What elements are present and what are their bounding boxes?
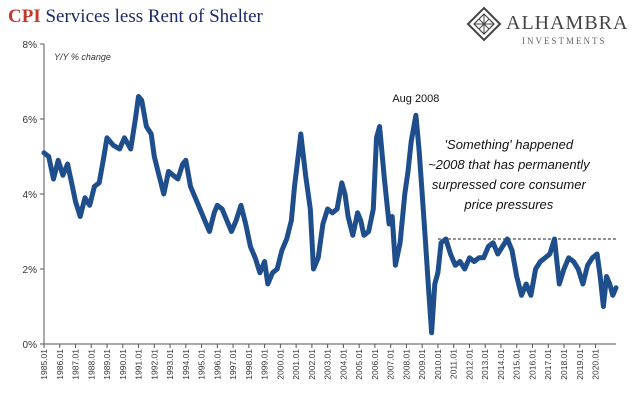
annotation-text-line: ~2008 that has permanently bbox=[428, 157, 591, 172]
x-tick-label: 1986.01 bbox=[55, 349, 65, 380]
x-tick-label: 2003.01 bbox=[323, 349, 333, 380]
axes-layer: 0% 2% 4% 6% 8% Y/Y % change 1985.01 1986.01 1987… bbox=[23, 40, 616, 380]
x-tick-label: 2009.01 bbox=[417, 349, 427, 380]
x-tick-label: 1990.01 bbox=[118, 349, 128, 380]
x-tick-label: 1993.01 bbox=[165, 349, 175, 380]
x-tick-label: 1996.01 bbox=[212, 349, 222, 380]
x-tick-label: 2020.01 bbox=[591, 349, 601, 380]
y-tick-label: 8% bbox=[23, 40, 38, 51]
x-tick-label: 2007.01 bbox=[386, 349, 396, 380]
y-tick-label: 6% bbox=[23, 115, 38, 126]
x-tick-label: 2012.01 bbox=[464, 349, 474, 380]
x-tick-label: 2004.01 bbox=[338, 349, 348, 380]
chart-title-suffix: Services less Rent of Shelter bbox=[45, 6, 263, 27]
x-tick-label: 1999.01 bbox=[260, 349, 270, 380]
x-tick-label: 1997.01 bbox=[228, 349, 238, 380]
annotation-text-line: surpressed core consumer bbox=[432, 177, 587, 192]
x-tick-label: 2016.01 bbox=[527, 349, 537, 380]
x-tick-label: 1998.01 bbox=[244, 349, 254, 380]
x-tick-label: 2018.01 bbox=[559, 349, 569, 380]
series-line bbox=[41, 94, 619, 336]
x-tick-label: 1989.01 bbox=[102, 349, 112, 380]
x-tick-label: 1985.01 bbox=[39, 349, 49, 380]
x-tick-label: 2000.01 bbox=[275, 349, 285, 380]
x-tick-label: 1988.01 bbox=[86, 349, 96, 380]
annotation-aug-2008: Aug 2008 bbox=[392, 93, 439, 105]
annotation-text-line: 'Something' happened bbox=[445, 137, 574, 152]
y-tick-label: 0% bbox=[23, 340, 38, 351]
x-tick-label: 1995.01 bbox=[197, 349, 207, 380]
logo-brand-text: ALHAMBRA bbox=[506, 12, 629, 34]
x-tick-label: 2011.01 bbox=[449, 349, 459, 379]
x-tick-label: 1994.01 bbox=[181, 349, 191, 380]
x-tick-label: 2017.01 bbox=[543, 349, 553, 380]
x-tick-label: 2013.01 bbox=[480, 349, 490, 380]
series-layer bbox=[41, 94, 619, 336]
x-tick-label: 1992.01 bbox=[149, 349, 159, 380]
x-tick-label: 1991.01 bbox=[134, 349, 144, 380]
annotation-layer: Aug 2008 'Something' happened ~2008 that h… bbox=[392, 93, 591, 212]
x-tick-label: 2019.01 bbox=[575, 349, 585, 380]
x-tick-label: 2010.01 bbox=[433, 349, 443, 380]
x-tick-label: 2005.01 bbox=[354, 349, 364, 380]
annotation-text-line: price pressures bbox=[463, 197, 553, 212]
chart-title: CPI Services less Rent of Shelter bbox=[8, 6, 263, 28]
x-tick-label: 2002.01 bbox=[307, 349, 317, 380]
x-tick-label: 2014.01 bbox=[496, 349, 506, 380]
x-tick-label: 2008.01 bbox=[401, 349, 411, 380]
x-tick-label: 2006.01 bbox=[370, 349, 380, 380]
diamond-logo-icon bbox=[466, 6, 502, 42]
x-tick-label: 2001.01 bbox=[291, 349, 301, 380]
alhambra-logo: ALHAMBRA INVESTMENTS bbox=[466, 6, 636, 46]
logo-sub-text: INVESTMENTS bbox=[522, 36, 607, 46]
y-tick-label: 4% bbox=[23, 190, 38, 201]
x-tick-label: 2015.01 bbox=[512, 349, 522, 380]
y-axis-label: Y/Y % change bbox=[54, 52, 111, 62]
x-tick-label: 1987.01 bbox=[71, 349, 81, 380]
y-tick-label: 2% bbox=[23, 265, 38, 276]
chart-title-prefix: CPI bbox=[8, 6, 41, 27]
